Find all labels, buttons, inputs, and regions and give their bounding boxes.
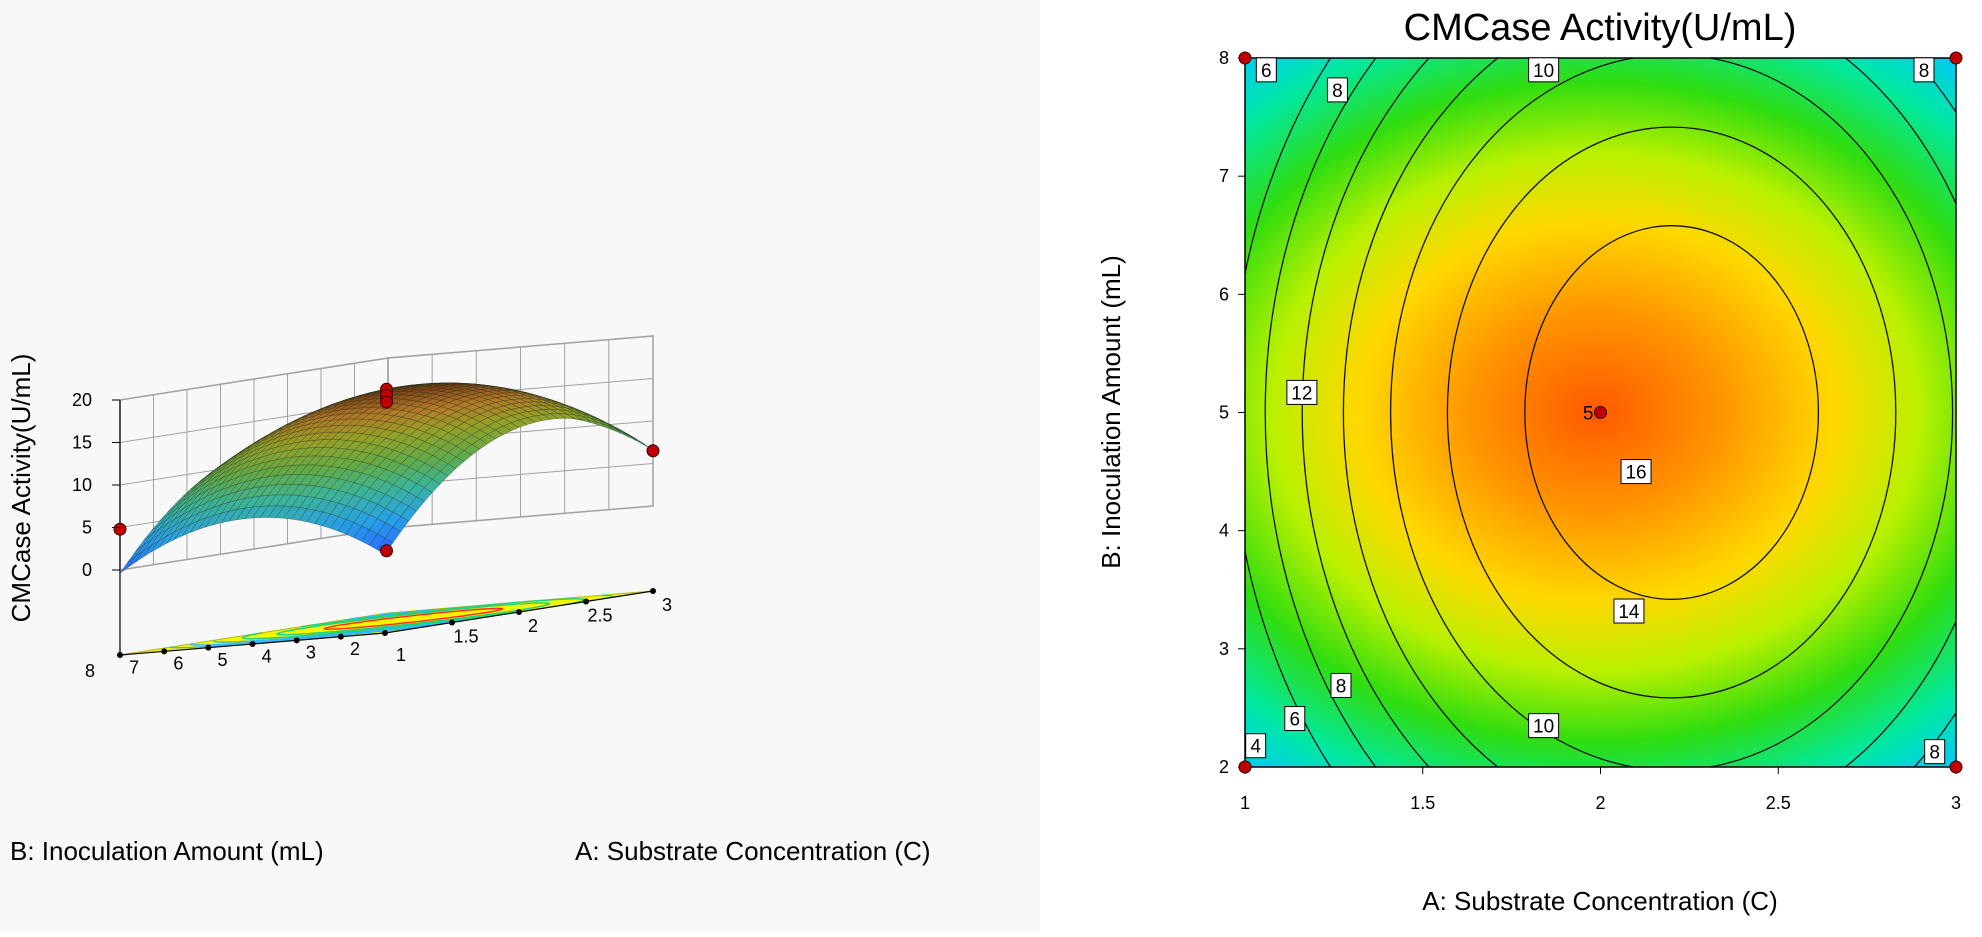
x-tick-label: 2 (528, 616, 538, 636)
z-tick-label: 15 (72, 433, 92, 453)
design-point (647, 445, 659, 457)
contour-label: 16 (1621, 460, 1651, 484)
y-tick-label: 5 (1219, 403, 1229, 423)
contour-plot: CMCase Activity(U/mL) 1 1.5 2 2.5 3 2 3 4 5 6 7 8 6… (1040, 0, 1982, 932)
contour-label: 6 (1256, 58, 1276, 82)
surface-plot: 2 3 4 5 6 7 8 1 1.5 2 2.5 3 0 5 10 15 20 CMCase Activity… (0, 0, 1040, 932)
x-tick-label: 1.5 (1410, 793, 1435, 813)
z-tick-label: 5 (82, 518, 92, 538)
y-tick-label: 2 (350, 639, 360, 659)
contour-label-text: 4 (1250, 737, 1261, 758)
y-tick-label: 8 (85, 661, 95, 681)
design-point-count: 5 (1583, 404, 1594, 425)
y-tick-label: 2 (1219, 757, 1229, 777)
z-axis-label: CMCase Activity(U/mL) (6, 354, 36, 623)
contour-title: CMCase Activity(U/mL) (1404, 7, 1797, 49)
x-tick-mark (449, 620, 455, 626)
y-tick-mark (250, 641, 256, 647)
contour-label: 12 (1287, 380, 1317, 404)
y-tick-mark (294, 637, 300, 643)
x-tick-label: 3 (1951, 793, 1961, 813)
contour-label-text: 10 (1533, 717, 1554, 738)
design-point (1950, 52, 1962, 64)
contour-x-axis-label: A: Substrate Concentration (C) (1422, 886, 1778, 916)
design-point (1239, 52, 1251, 64)
y-tick-label: 6 (1219, 284, 1229, 304)
y-tick-label: 4 (1219, 521, 1229, 541)
contour-label: 4 (1246, 734, 1266, 758)
surface-patch (120, 556, 136, 573)
x-tick-label: 1.5 (453, 627, 478, 647)
x-tick-mark (516, 609, 522, 615)
contour-label-text: 6 (1261, 61, 1272, 82)
z-tick-label: 10 (72, 475, 92, 495)
contour-y-axis-label: B: Inoculation Amount (mL) (1096, 255, 1126, 569)
contour-label-text: 6 (1289, 710, 1300, 731)
y-tick-label: 8 (1219, 48, 1229, 68)
design-point (381, 545, 393, 557)
y-tick-mark (205, 645, 211, 651)
contour-label: 8 (1925, 740, 1945, 764)
x-tick-label: 2.5 (587, 606, 612, 626)
contour-label-text: 10 (1533, 61, 1554, 82)
contour-label: 8 (1327, 78, 1347, 102)
y-tick-label: 6 (173, 654, 183, 674)
y-tick-label: 4 (262, 646, 272, 666)
z-tick-label: 0 (82, 560, 92, 580)
y-tick-label: 7 (1219, 166, 1229, 186)
contour-label-text: 8 (1332, 81, 1343, 102)
x-tick-label: 1 (396, 645, 406, 665)
design-point (114, 523, 126, 535)
y-tick-mark (117, 652, 123, 658)
design-point (381, 396, 393, 408)
y-tick-label: 3 (306, 643, 316, 663)
design-point (1950, 761, 1962, 773)
y-axis-label: B: Inoculation Amount (mL) (10, 836, 324, 866)
design-point (1239, 761, 1251, 773)
x-tick-mark (650, 588, 656, 594)
x-tick-mark (583, 599, 589, 605)
x-axis-label: A: Substrate Concentration (C) (575, 836, 931, 866)
contour-label-text: 8 (1929, 743, 1940, 764)
y-tick-mark (161, 648, 167, 654)
contour-label-text: 16 (1625, 463, 1646, 484)
x-tick-label: 3 (662, 595, 672, 615)
x-tick-label: 2.5 (1766, 793, 1791, 813)
x-tick-label: 1 (1240, 793, 1250, 813)
y-tick-label: 3 (1219, 639, 1229, 659)
y-tick-mark (382, 630, 388, 636)
y-tick-mark (338, 634, 344, 640)
design-point (1595, 407, 1607, 419)
contour-label-text: 8 (1336, 676, 1347, 697)
y-tick-label: 7 (129, 657, 139, 677)
contour-label-text: 8 (1919, 61, 1930, 82)
contour-label-text: 12 (1291, 383, 1312, 404)
contour-label: 8 (1331, 673, 1351, 697)
contour-plot-panel: CMCase Activity(U/mL) 1 1.5 2 2.5 3 2 3 4 5 6 7 8 6… (1040, 0, 1982, 932)
contour-label-text: 14 (1618, 602, 1640, 623)
x-tick-label: 2 (1595, 793, 1605, 813)
contour-label: 14 (1614, 599, 1644, 623)
contour-label: 10 (1529, 714, 1559, 738)
contour-label: 10 (1529, 58, 1559, 82)
contour-label: 8 (1914, 58, 1934, 82)
y-tick-label: 5 (217, 650, 227, 670)
contour-label: 6 (1285, 707, 1305, 731)
surface-plot-panel: 2 3 4 5 6 7 8 1 1.5 2 2.5 3 0 5 10 15 20 CMCase Activity… (0, 0, 1040, 932)
z-tick-label: 20 (72, 390, 92, 410)
